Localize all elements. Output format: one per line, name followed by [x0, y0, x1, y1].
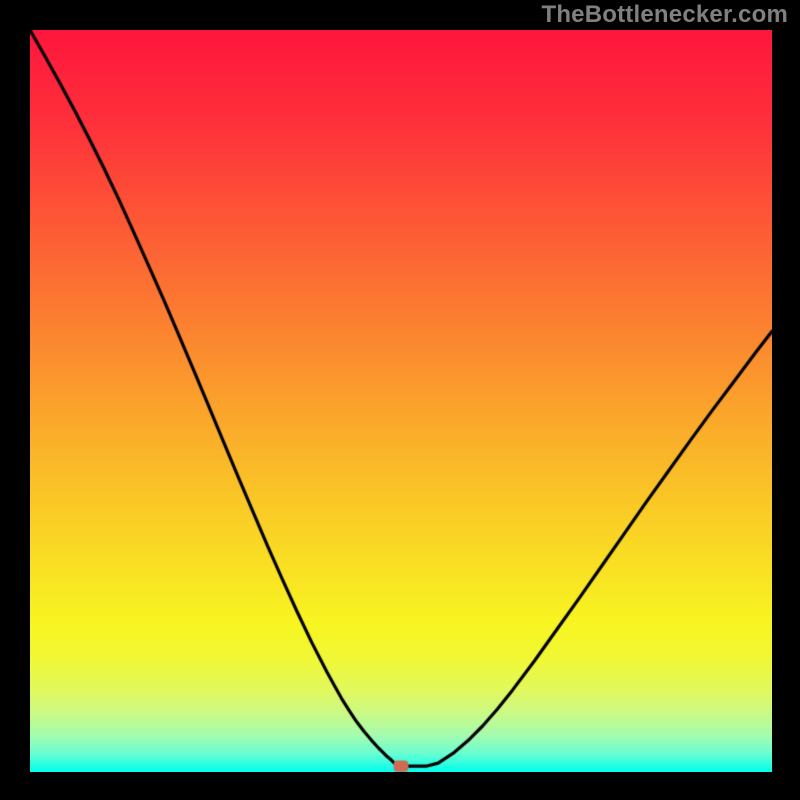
watermark-text: TheBottlenecker.com	[541, 1, 788, 29]
bottleneck-curve	[30, 30, 772, 772]
plot-area	[30, 30, 772, 772]
chart-frame: TheBottlenecker.com	[0, 0, 800, 800]
